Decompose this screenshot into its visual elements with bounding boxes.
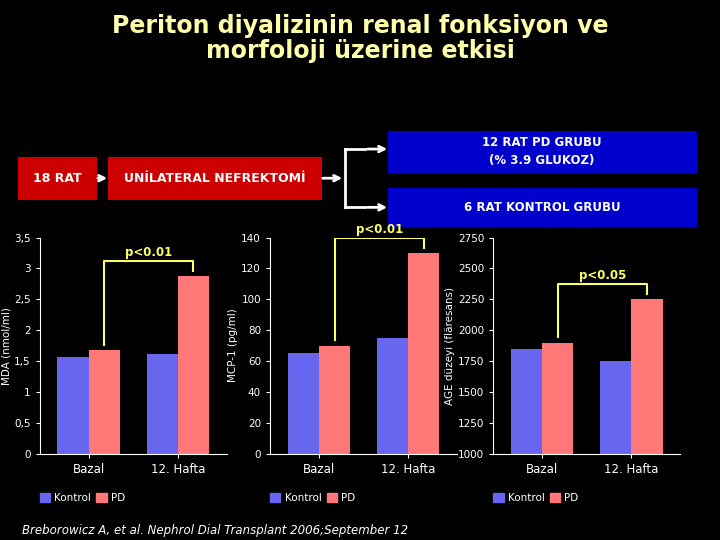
- Bar: [377, 338, 408, 454]
- Text: p<0.01: p<0.01: [125, 246, 172, 259]
- Text: Breborowicz A, et al. Nephrol Dial Transplant 2006;September 12: Breborowicz A, et al. Nephrol Dial Trans…: [22, 524, 408, 537]
- Text: 18 RAT: 18 RAT: [32, 172, 81, 185]
- Bar: [58, 357, 89, 454]
- Text: Periton diyalizinin renal fonksiyon ve: Periton diyalizinin renal fonksiyon ve: [112, 14, 608, 37]
- FancyBboxPatch shape: [108, 157, 322, 200]
- Bar: [288, 353, 319, 454]
- Text: morfoloji üzerine etkisi: morfoloji üzerine etkisi: [206, 39, 514, 63]
- Text: UNİLATERAL NEFREKTOMİ: UNİLATERAL NEFREKTOMİ: [125, 172, 306, 185]
- Y-axis label: MDA (nmol/ml): MDA (nmol/ml): [1, 307, 12, 384]
- Bar: [511, 349, 542, 540]
- Bar: [600, 361, 631, 540]
- Text: p<0.01: p<0.01: [356, 222, 402, 236]
- Legend: Kontrol, PD: Kontrol, PD: [266, 489, 360, 508]
- FancyBboxPatch shape: [388, 131, 697, 173]
- Text: 6 RAT KONTROL GRUBU: 6 RAT KONTROL GRUBU: [464, 201, 621, 214]
- Bar: [408, 253, 439, 454]
- Y-axis label: MCP-1 (pg/ml): MCP-1 (pg/ml): [228, 309, 238, 382]
- Legend: Kontrol, PD: Kontrol, PD: [489, 489, 583, 508]
- Y-axis label: AGE düzeyi (fläresans): AGE düzeyi (fläresans): [445, 287, 455, 404]
- FancyBboxPatch shape: [18, 157, 97, 200]
- Bar: [542, 342, 573, 540]
- Bar: [147, 354, 178, 454]
- FancyBboxPatch shape: [388, 188, 697, 227]
- Bar: [89, 350, 120, 454]
- Text: p<0.05: p<0.05: [579, 269, 626, 282]
- Text: 12 RAT PD GRUBU
(% 3.9 GLUKOZ): 12 RAT PD GRUBU (% 3.9 GLUKOZ): [482, 137, 602, 167]
- Bar: [178, 276, 209, 454]
- Bar: [319, 346, 350, 454]
- Bar: [631, 299, 662, 540]
- Legend: Kontrol, PD: Kontrol, PD: [35, 489, 130, 508]
